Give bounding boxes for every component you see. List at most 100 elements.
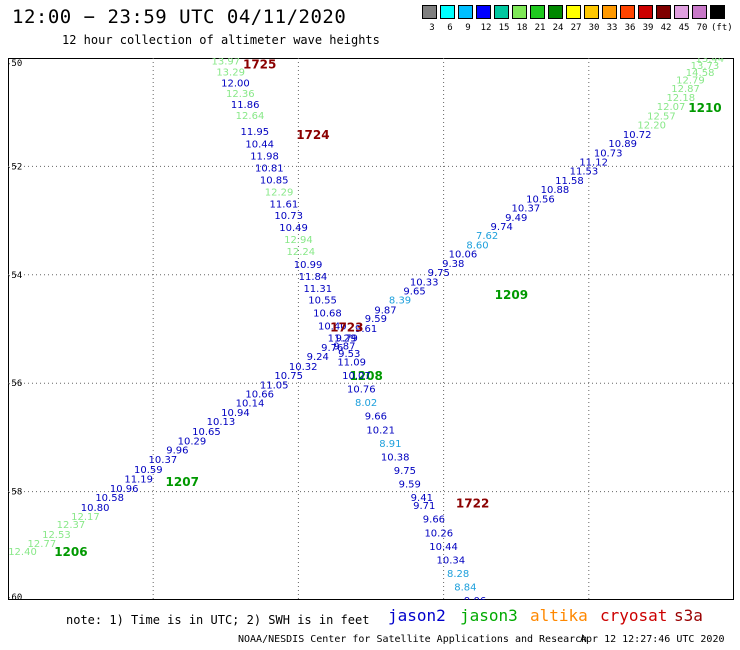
- y-tick-label: -60: [8, 593, 22, 600]
- wave-height-point: 8.60: [466, 240, 488, 251]
- wave-height-point: 13.44: [695, 58, 724, 65]
- wave-height-point: 12.77: [28, 539, 57, 550]
- wave-height-point: 10.59: [134, 465, 163, 476]
- wave-height-point: 10.89: [608, 139, 637, 150]
- wave-height-point: 11.61: [270, 199, 299, 210]
- plot-area: 757881848790-50-52-54-56-58-6012.4012.77…: [8, 58, 734, 600]
- wave-height-point: 12.17: [71, 512, 100, 523]
- wave-height-map: 757881848790-50-52-54-56-58-6012.4012.77…: [8, 58, 734, 600]
- satellite-legend-s3a: s3a: [674, 606, 703, 625]
- wave-height-point: 9.24: [307, 352, 329, 363]
- colorbar-label: (ft): [711, 23, 733, 33]
- colorbar-swatch: [548, 5, 563, 19]
- wave-height-point: 10.44: [245, 140, 274, 151]
- colorbar-swatch: [620, 5, 635, 19]
- track-time-label: 1209: [495, 288, 528, 302]
- wave-height-point: 12.53: [42, 530, 71, 541]
- wave-height-point: 10.06: [449, 250, 478, 261]
- wave-height-point: 9.49: [505, 213, 527, 224]
- wave-height-point: 10.73: [274, 211, 303, 222]
- colorbar-label: 21: [534, 23, 546, 33]
- wave-height-point: 12.29: [265, 187, 294, 198]
- wave-height-point: 9.71: [413, 501, 435, 512]
- wave-height-point: 9.96: [166, 445, 188, 456]
- wave-height-point: 9.59: [399, 479, 421, 490]
- colorbar-label: 30: [588, 23, 600, 33]
- wave-height-point: 7.62: [476, 231, 498, 242]
- wave-height-point: 10.96: [110, 484, 139, 495]
- wave-height-point: 10.58: [95, 493, 124, 504]
- wave-height-point: 10.65: [192, 427, 221, 438]
- wave-height-point: 11.53: [570, 167, 599, 178]
- wave-height-point: 12.36: [226, 89, 255, 100]
- wave-height-point: 8.84: [454, 582, 476, 593]
- colorbar-swatch: [494, 5, 509, 19]
- wave-height-point: 12.57: [647, 111, 676, 122]
- wave-height-point: 11.95: [241, 127, 270, 138]
- track-time-label: 1722: [456, 496, 489, 510]
- colorbar-swatch: [458, 5, 473, 19]
- wave-height-point: 12.00: [221, 78, 250, 89]
- colorbar-swatch: [584, 5, 599, 19]
- wave-height-point: 9.75: [428, 268, 450, 279]
- wave-height-point: 10.85: [260, 175, 289, 186]
- colorbar-label: 33: [606, 23, 618, 33]
- wave-height-point: 8.39: [389, 296, 411, 307]
- wave-height-point: 9.79: [336, 334, 358, 345]
- wave-height-point: 9.74: [491, 222, 513, 233]
- wave-height-point: 11.29: [328, 334, 357, 345]
- satellite-legend-jason3: jason3: [460, 606, 518, 625]
- wave-height-point: 10.81: [255, 163, 284, 174]
- wave-height-point: 9.38: [442, 259, 464, 270]
- wave-height-point: 12.64: [236, 111, 265, 122]
- wave-height-point: 10.37: [512, 204, 541, 215]
- wave-height-point: 12.79: [676, 76, 705, 87]
- wave-height-point: 9.59: [365, 314, 387, 325]
- wave-height-point: 12.37: [57, 520, 86, 531]
- colorbar-label: 27: [570, 23, 582, 33]
- wave-height-point: 11.84: [299, 272, 328, 283]
- wave-height-point: 14.58: [686, 68, 715, 79]
- wave-height-point: 10.99: [294, 260, 323, 271]
- track-time-label: 1206: [54, 545, 87, 559]
- wave-height-point: 10.21: [366, 425, 395, 436]
- satellite-legend-altika: altika: [530, 606, 588, 625]
- wave-height-point: 10.73: [594, 148, 623, 159]
- wave-height-point: 9.61: [355, 324, 377, 335]
- colorbar-label: 3: [429, 23, 435, 33]
- wave-height-point: 10.37: [149, 455, 178, 466]
- wave-height-point: 13.29: [216, 68, 245, 79]
- wave-height-point: 9.75: [394, 466, 416, 477]
- wave-height-point: 10.34: [437, 555, 466, 566]
- wave-height-point: 8.02: [355, 398, 377, 409]
- chart-title: 12:00 − 23:59 UTC 04/11/2020: [12, 6, 347, 28]
- y-tick-label: -58: [8, 488, 22, 498]
- wave-height-point: 9.76: [321, 343, 343, 354]
- wave-height-point: 10.14: [236, 399, 265, 410]
- footnote: note: 1) Time is in UTC; 2) SWH is in fe…: [66, 613, 370, 627]
- wave-height-point: 11.58: [555, 176, 584, 187]
- wave-height-point: 10.29: [178, 437, 207, 448]
- wave-height-point: 9.53: [338, 349, 360, 360]
- colorbar-swatch: [566, 5, 581, 19]
- wave-height-point: 10.75: [274, 371, 303, 382]
- track-time-label: 1724: [296, 128, 329, 142]
- wave-height-point: 12.24: [286, 247, 315, 258]
- wave-height-point: 10.49: [279, 223, 308, 234]
- colorbar-label: 70: [696, 23, 708, 33]
- wave-height-point: 9.87: [374, 305, 396, 316]
- colorbar-swatch: [476, 5, 491, 19]
- wave-height-point: 10.94: [221, 408, 250, 419]
- wave-height-point: 10.40: [318, 322, 347, 333]
- wave-height-point: 10.76: [347, 385, 376, 396]
- colorbar-label: 42: [660, 23, 672, 33]
- colorbar-swatch: [530, 5, 545, 19]
- wave-height-point: 12.07: [657, 102, 686, 113]
- track-time-label: 1723: [330, 320, 363, 334]
- y-tick-label: -50: [8, 59, 22, 69]
- wave-height-point: 10.13: [207, 417, 236, 428]
- wave-height-point: 8.28: [447, 569, 469, 580]
- colorbar-swatch: [422, 5, 437, 19]
- y-tick-label: -52: [8, 162, 22, 172]
- wave-height-point: 10.32: [289, 362, 318, 373]
